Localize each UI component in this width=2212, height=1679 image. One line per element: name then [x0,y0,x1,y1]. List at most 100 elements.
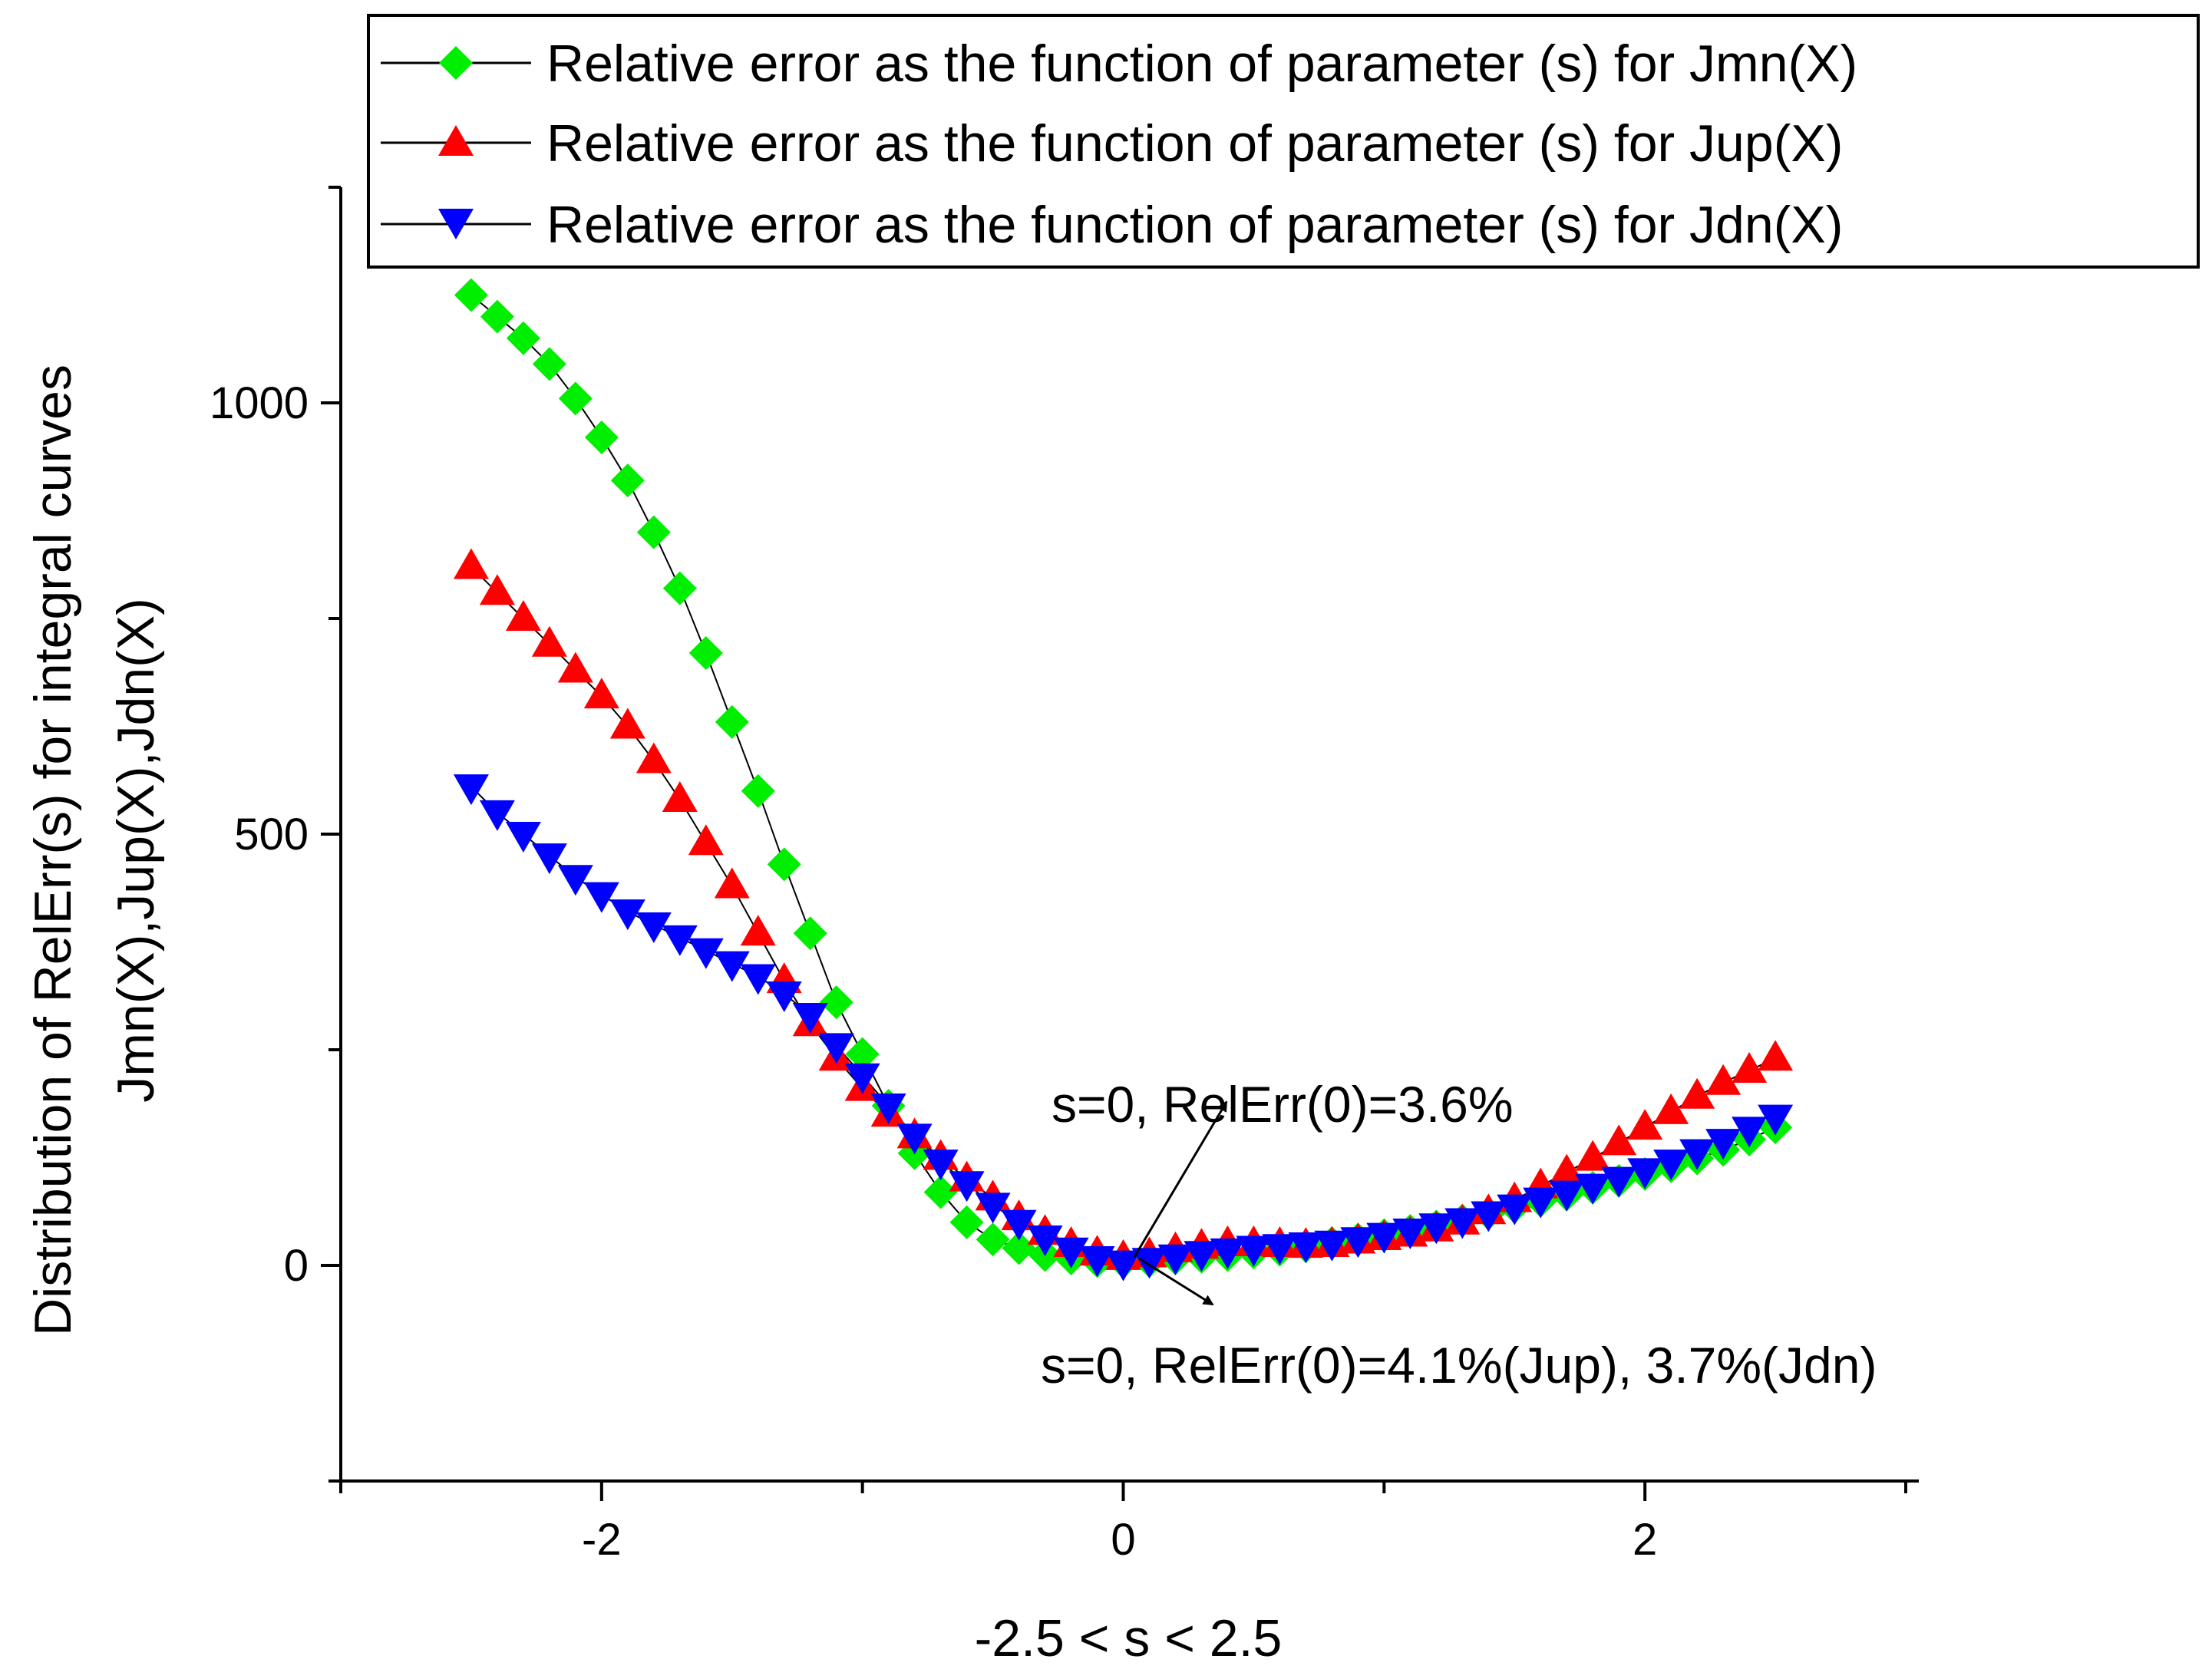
point-jmn [662,571,697,605]
point-jup [1705,1064,1742,1095]
legend-marker-jup [438,125,474,156]
point-jdn [1105,1250,1141,1282]
point-jdn [1131,1248,1167,1279]
point-jmn [636,515,671,549]
point-jmn [845,1037,880,1071]
point-jdn [1679,1139,1715,1170]
point-jmn [1002,1231,1036,1265]
y-axis-label-line1: Distribution of RelErr(s) for integral c… [24,364,82,1336]
point-jdn [1497,1194,1533,1225]
point-jdn [1027,1225,1063,1257]
point-jdn [1079,1246,1115,1278]
point-jmn [793,916,827,951]
point-jdn [505,822,541,853]
point-jup [1653,1093,1689,1124]
point-jdn [818,1033,854,1064]
point-jdn [1184,1241,1220,1272]
point-jup [1601,1124,1637,1156]
point-jup [583,678,619,709]
y-tick-label: 1000 [210,378,309,428]
legend-label-jup: Relative error as the function of parame… [546,114,1843,173]
point-jup [662,781,698,813]
point-jup [1627,1109,1663,1140]
y-tick-label: 500 [234,810,309,859]
series-markers-jdn [453,774,1794,1282]
point-jup [1549,1153,1585,1185]
point-jdn [583,882,619,913]
point-jdn [1732,1117,1768,1148]
annotation-jup-jdn: s=0, RelErr(0)=4.1%(Jup), 3.7%(Jdn) [1041,1257,1877,1394]
point-jdn [740,964,776,995]
point-jdn [1549,1180,1585,1212]
point-jdn [479,800,515,831]
point-jup [636,742,672,774]
legend-label-jmn: Relative error as the function of parame… [546,35,1857,93]
legend-entry-jmn: Relative error as the function of parame… [381,35,1857,93]
point-jmn [558,381,593,416]
point-jdn [1366,1222,1402,1254]
legend-entry-jup: Relative error as the function of parame… [381,114,1843,173]
point-jmn [506,321,540,355]
point-jdn [1758,1104,1794,1136]
point-jdn [870,1093,906,1125]
legend-marker-jmn [439,46,473,80]
point-jmn [454,278,488,312]
point-jdn [1392,1219,1428,1250]
point-jup [479,574,515,605]
x-tick-label: 2 [1633,1515,1657,1565]
point-jmn [767,847,801,882]
annotation-jmn-text: s=0, RelErr(0)=3.6% [1052,1076,1514,1133]
point-jdn [1653,1150,1689,1181]
point-jdn [453,774,489,806]
point-jup [1758,1040,1794,1071]
y-axis-label-line2: Jmn(X),Jup(X),Jdn(X) [107,598,165,1102]
point-jup [1679,1077,1715,1109]
point-jdn [609,899,645,931]
point-jup [740,915,776,946]
point-jmn [480,299,514,334]
point-jup [1575,1140,1611,1171]
point-jdn [1471,1201,1507,1232]
point-jmn [949,1205,984,1239]
point-jmn [584,420,619,454]
point-jdn [975,1192,1011,1224]
x-ticks: -2 0 2 [339,1481,1908,1565]
point-jmn [976,1222,1010,1257]
point-jdn [949,1171,985,1202]
legend-label-jdn: Relative error as the function of parame… [546,196,1843,254]
point-jup [531,625,567,657]
series-markers-jup [453,548,1794,1270]
annotation-jmn-arrow [1133,1100,1228,1258]
point-jdn [923,1150,959,1181]
point-jup [714,867,750,899]
point-jdn [1288,1232,1324,1264]
x-axis-label: -2.5 < s < 2.5 [975,1609,1283,1667]
point-jdn [1418,1213,1454,1245]
point-jup [1732,1051,1768,1083]
point-jdn [896,1123,933,1155]
point-jdn [1601,1166,1637,1198]
y-ticks: 0 500 1000 [210,186,341,1483]
point-jdn [1314,1230,1350,1262]
point-jmn [923,1175,958,1209]
point-jup [688,824,724,856]
point-jdn [1705,1129,1742,1160]
point-jdn [662,925,698,956]
legend-marker-jdn [438,209,474,239]
point-jdn [1001,1209,1037,1241]
point-jdn [1340,1227,1376,1258]
point-jmn [610,463,645,498]
point-jdn [766,981,802,1012]
point-jup [505,600,541,631]
annotation-jup-jdn-text: s=0, RelErr(0)=4.1%(Jup), 3.7%(Jdn) [1041,1337,1877,1394]
point-jdn [844,1063,880,1094]
annotation-jup-jdn-arrow [1138,1257,1214,1306]
x-tick-label: 0 [1111,1515,1135,1565]
point-jdn [1053,1237,1089,1268]
y-tick-label: 0 [284,1241,309,1291]
series-line-jup [470,566,1776,1258]
point-jdn [688,938,724,969]
point-jdn [1157,1244,1193,1275]
axes: -2 0 2 0 500 1000 [210,186,1919,1565]
point-jup [609,708,645,739]
